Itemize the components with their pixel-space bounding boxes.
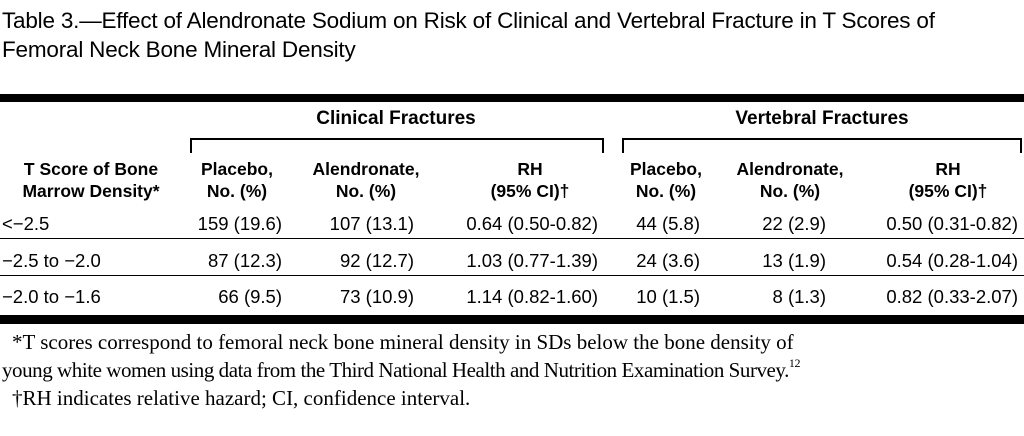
cell-clinical-placebo: 87 (12.3) bbox=[207, 250, 282, 271]
header-rule bbox=[0, 238, 1024, 239]
footnote-star-line2: young white women using data from the Th… bbox=[2, 356, 801, 382]
cell-vertebral-rh: 0.54 (0.28-1.04) bbox=[886, 250, 1018, 271]
table-caption: Table 3.—Effect of Alendronate Sodium on… bbox=[2, 8, 935, 62]
cell-tscore: <−2.5 bbox=[2, 213, 50, 234]
table-row: −2.5 to −2.0 87 (12.3) 92 (12.7) 1.03 (0… bbox=[0, 244, 1024, 278]
cell-clinical-placebo: 66 (9.5) bbox=[218, 286, 282, 307]
header-vertebral-alendronate: Alendronate, No. (%) bbox=[736, 159, 844, 201]
top-rule bbox=[0, 94, 1024, 102]
cell-clinical-alendronate: 107 (13.1) bbox=[329, 213, 414, 234]
cell-clinical-alendronate: 73 (10.9) bbox=[339, 286, 414, 307]
cell-tscore: −2.0 to −1.6 bbox=[2, 286, 101, 307]
bottom-rule bbox=[0, 315, 1024, 324]
row-rule bbox=[0, 275, 1024, 276]
header-vertebral-placebo: Placebo, No. (%) bbox=[630, 159, 702, 201]
cell-vertebral-placebo: 44 (5.8) bbox=[636, 213, 700, 234]
header-clinical-alendronate: Alendronate, No. (%) bbox=[312, 159, 420, 201]
cell-clinical-alendronate: 92 (12.7) bbox=[339, 250, 414, 271]
cell-clinical-rh: 1.14 (0.82-1.60) bbox=[466, 286, 598, 307]
cell-vertebral-placebo: 24 (3.6) bbox=[636, 250, 700, 271]
cell-vertebral-alendronate: 22 (2.9) bbox=[762, 213, 826, 234]
cell-tscore: −2.5 to −2.0 bbox=[2, 250, 101, 271]
table-row: −2.0 to −1.6 66 (9.5) 73 (10.9) 1.14 (0.… bbox=[0, 280, 1024, 314]
footnote-reference: 12 bbox=[788, 356, 801, 370]
header-clinical-placebo: Placebo, No. (%) bbox=[201, 159, 273, 201]
cell-clinical-rh: 0.64 (0.50-0.82) bbox=[466, 213, 598, 234]
cell-clinical-placebo: 159 (19.6) bbox=[197, 213, 282, 234]
cell-clinical-rh: 1.03 (0.77-1.39) bbox=[466, 250, 598, 271]
cell-vertebral-alendronate: 8 (1.3) bbox=[772, 286, 826, 307]
header-vertebral-rh: RH (95% CI)† bbox=[908, 159, 988, 201]
header-tscore: T Score of Bone Marrow Density* bbox=[22, 159, 160, 201]
cell-vertebral-placebo: 10 (1.5) bbox=[636, 286, 700, 307]
table-row: <−2.5 159 (19.6) 107 (13.1) 0.64 (0.50-0… bbox=[0, 207, 1024, 241]
group-bracket-vertebral bbox=[622, 138, 1022, 153]
cell-vertebral-rh: 0.82 (0.33-2.07) bbox=[886, 286, 1018, 307]
group-bracket-clinical bbox=[190, 138, 604, 153]
footnote-dagger: †RH indicates relative hazard; CI, confi… bbox=[12, 386, 471, 410]
cell-vertebral-alendronate: 13 (1.9) bbox=[762, 250, 826, 271]
cell-vertebral-rh: 0.50 (0.31-0.82) bbox=[886, 213, 1018, 234]
header-clinical-rh: RH (95% CI)† bbox=[490, 159, 570, 201]
group-title-clinical: Clinical Fractures bbox=[316, 108, 476, 129]
footnote-star-line1: *T scores correspond to femoral neck bon… bbox=[12, 330, 794, 354]
group-title-vertebral: Vertebral Fractures bbox=[735, 108, 909, 129]
